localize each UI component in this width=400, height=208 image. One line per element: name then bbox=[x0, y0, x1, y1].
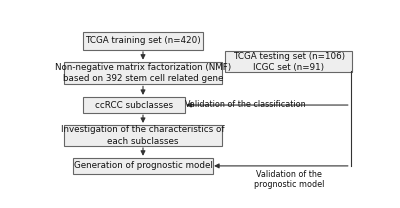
Text: Validation of the
prognostic model: Validation of the prognostic model bbox=[254, 170, 324, 189]
FancyBboxPatch shape bbox=[64, 62, 222, 84]
Text: Non-negative matrix factorization (NMF)
based on 392 stem cell related gene: Non-negative matrix factorization (NMF) … bbox=[55, 63, 231, 83]
FancyBboxPatch shape bbox=[82, 97, 185, 113]
FancyBboxPatch shape bbox=[225, 51, 352, 72]
FancyBboxPatch shape bbox=[82, 32, 204, 50]
Text: ccRCC subclasses: ccRCC subclasses bbox=[95, 100, 173, 110]
FancyBboxPatch shape bbox=[64, 125, 222, 146]
Text: Validation of the classification: Validation of the classification bbox=[185, 100, 306, 109]
Text: TCGA testing set (n=106)
ICGC set (n=91): TCGA testing set (n=106) ICGC set (n=91) bbox=[233, 52, 345, 72]
Text: Investigation of the characteristics of
each subclasses: Investigation of the characteristics of … bbox=[61, 125, 225, 146]
FancyBboxPatch shape bbox=[73, 158, 213, 174]
Text: TCGA training set (n=420): TCGA training set (n=420) bbox=[85, 36, 201, 46]
Text: Generation of prognostic model: Generation of prognostic model bbox=[74, 161, 212, 170]
